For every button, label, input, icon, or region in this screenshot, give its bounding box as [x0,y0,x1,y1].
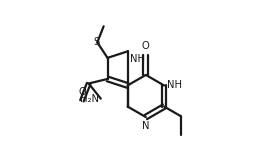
Text: N: N [142,121,149,131]
Text: O: O [142,41,150,51]
Text: NH: NH [167,80,182,90]
Text: O: O [78,87,86,97]
Text: S: S [94,37,100,47]
Text: NH: NH [130,54,145,64]
Text: H₂N: H₂N [80,94,99,104]
